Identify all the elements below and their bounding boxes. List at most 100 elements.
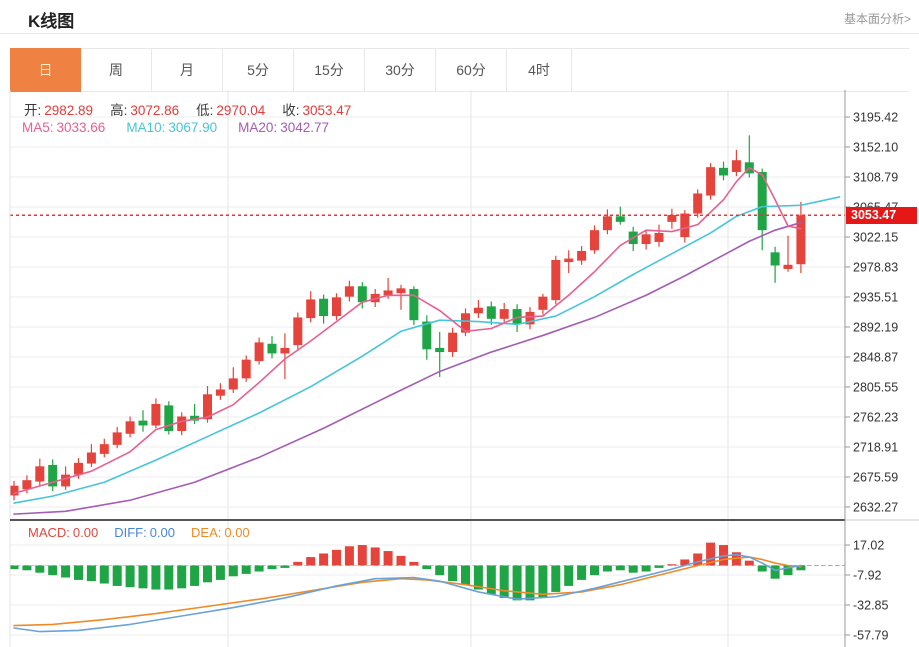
- candle-body: [293, 317, 303, 346]
- legend-dea: DEA: 0.00: [191, 525, 250, 540]
- candle-body: [151, 403, 161, 426]
- axis-tick-label: 2978.83: [853, 260, 898, 274]
- axis-tick-label: -7.92: [853, 568, 882, 582]
- legend-ma5: MA5: 3033.66: [22, 120, 106, 135]
- legend-macd: MACD: 0.00: [28, 525, 99, 540]
- macd-bar: [228, 565, 238, 577]
- macd-bar: [396, 555, 406, 566]
- macd-bar: [654, 565, 664, 568]
- candle-body: [74, 462, 83, 475]
- candle-body: [125, 421, 135, 434]
- candle-body: [357, 286, 367, 303]
- tab-week[interactable]: 周: [81, 49, 152, 91]
- candle-body: [112, 432, 122, 445]
- macd-bar: [74, 565, 83, 580]
- candle-body: [409, 289, 419, 321]
- tab-60m[interactable]: 60分: [436, 49, 507, 91]
- macd-bar: [383, 551, 393, 566]
- macd-bar: [448, 565, 458, 582]
- candle-body: [190, 415, 200, 421]
- macd-bar: [267, 565, 277, 570]
- macd-bar: [564, 565, 574, 586]
- macd-bar: [35, 565, 45, 573]
- axis-tick-label: 2762.23: [853, 410, 898, 424]
- tab-5m[interactable]: 5分: [223, 49, 294, 91]
- candle-body: [602, 216, 612, 231]
- macd-bar: [461, 565, 470, 585]
- tab-30m[interactable]: 30分: [365, 49, 436, 91]
- candle-body: [783, 264, 793, 269]
- ohlc-legend: 开: 2982.89 高: 3072.86 低: 2970.04 收: 3053.47: [24, 99, 351, 119]
- macd-bar: [254, 565, 264, 572]
- candle-body: [306, 299, 316, 319]
- macd-bar: [796, 565, 806, 571]
- candle-body: [461, 313, 470, 333]
- tab-15m[interactable]: 15分: [294, 49, 365, 91]
- macd-bar: [22, 565, 32, 571]
- candle-body: [499, 309, 509, 319]
- tab-day[interactable]: 日: [10, 48, 81, 92]
- macd-bar: [9, 565, 19, 570]
- axis-tick-label: 3195.42: [853, 110, 898, 124]
- kline-chart-canvas[interactable]: 3195.423152.103108.793065.473022.152978.…: [0, 90, 919, 647]
- macd-bar: [706, 542, 716, 566]
- candle-body: [770, 252, 780, 266]
- axis-tick-label: 2848.87: [853, 350, 898, 364]
- candle-body: [473, 307, 483, 314]
- macd-bar: [138, 565, 148, 589]
- candle-body: [551, 259, 561, 301]
- macd-bar: [306, 557, 316, 566]
- axis-tick-label: 2632.27: [853, 500, 898, 514]
- macd-bar: [615, 565, 625, 571]
- macd-bar: [422, 565, 432, 570]
- macd-bar: [99, 565, 109, 584]
- candle-body: [203, 394, 212, 420]
- legend-open: 开: 2982.89: [24, 103, 94, 118]
- candle-body: [254, 342, 264, 362]
- axis-tick-label: 17.02: [853, 538, 884, 552]
- candle-body: [332, 297, 341, 317]
- ma10-line: [13, 196, 841, 504]
- macd-bar: [177, 565, 187, 589]
- macd-bar: [757, 565, 767, 572]
- macd-bar: [215, 565, 225, 580]
- candle-body: [615, 216, 625, 222]
- tab-4h[interactable]: 4时: [507, 49, 572, 91]
- macd-bar: [357, 545, 367, 566]
- macd-bar: [473, 565, 483, 590]
- tab-month[interactable]: 月: [152, 49, 223, 91]
- macd-bar: [525, 565, 535, 601]
- candle-body: [757, 171, 767, 231]
- candle-body: [319, 298, 329, 317]
- candle-body: [731, 160, 741, 172]
- macd-bar: [770, 565, 780, 579]
- macd-bar: [203, 565, 212, 583]
- axis-tick-label: 3108.79: [853, 170, 898, 184]
- macd-bar: [190, 565, 200, 586]
- macd-bar: [577, 565, 587, 580]
- candle-body: [48, 464, 58, 487]
- macd-bar: [435, 565, 445, 576]
- axis-tick-label: -57.79: [853, 628, 888, 642]
- candle-body: [241, 359, 251, 379]
- candle-body: [138, 420, 148, 426]
- fundamental-analysis-link[interactable]: 基本面分析>: [843, 12, 911, 26]
- candle-body: [422, 321, 432, 350]
- macd-bar: [602, 565, 612, 572]
- legend-diff: DIFF: 0.00: [114, 525, 176, 540]
- macd-bar: [499, 565, 509, 598]
- candle-body: [35, 466, 45, 482]
- candle-body: [706, 167, 716, 196]
- header: K线图 基本面分析>: [0, 0, 919, 34]
- axis-tick-label: 2935.51: [853, 290, 898, 304]
- candle-body: [641, 234, 651, 245]
- macd-bar: [680, 559, 690, 566]
- ma-legend: MA5: 3033.66 MA10: 3067.90 MA20: 3042.77: [22, 120, 329, 135]
- macd-bar: [693, 553, 703, 566]
- macd-bar: [783, 565, 793, 576]
- macd-bar: [280, 565, 290, 568]
- macd-legend: MACD: 0.00 DIFF: 0.00 DEA: 0.00: [28, 525, 250, 540]
- candle-body: [577, 250, 587, 261]
- macd-bar: [744, 560, 754, 566]
- candle-body: [525, 311, 535, 325]
